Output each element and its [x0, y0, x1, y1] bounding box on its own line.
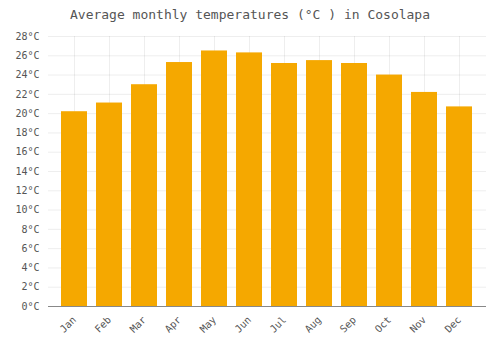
svg-text:Nov: Nov — [408, 314, 429, 335]
svg-text:18°C: 18°C — [15, 127, 39, 138]
svg-text:8°C: 8°C — [21, 224, 39, 235]
svg-text:28°C: 28°C — [15, 31, 39, 42]
svg-text:0°C: 0°C — [21, 301, 39, 312]
svg-text:2°C: 2°C — [21, 281, 39, 292]
svg-text:10°C: 10°C — [15, 204, 39, 215]
svg-text:Sep: Sep — [338, 314, 359, 335]
svg-text:Oct: Oct — [373, 314, 394, 335]
svg-text:May: May — [198, 314, 219, 335]
svg-text:16°C: 16°C — [15, 146, 39, 157]
svg-text:6°C: 6°C — [21, 243, 39, 254]
html-text:Average monthly temperatures (: Average monthly temperatures (°C ) in Co… — [70, 7, 430, 22]
svg-text:24°C: 24°C — [15, 69, 39, 80]
svg-text:Jan: Jan — [58, 314, 79, 335]
svg-text:Apr: Apr — [163, 314, 184, 335]
svg-text:22°C: 22°C — [15, 89, 39, 100]
svg-text:Feb: Feb — [93, 314, 114, 335]
svg-text:4°C: 4°C — [21, 262, 39, 273]
svg-text:12°C: 12°C — [15, 185, 39, 196]
svg-text:Jul: Jul — [268, 314, 289, 335]
svg-text:20°C: 20°C — [15, 108, 39, 119]
svg-text:Mar: Mar — [128, 314, 149, 335]
svg-text:Aug: Aug — [303, 314, 324, 335]
svg-text:14°C: 14°C — [15, 166, 39, 177]
svg-text:Dec: Dec — [443, 314, 464, 335]
svg-text:Jun: Jun — [233, 314, 254, 335]
svg-text:26°C: 26°C — [15, 50, 39, 61]
